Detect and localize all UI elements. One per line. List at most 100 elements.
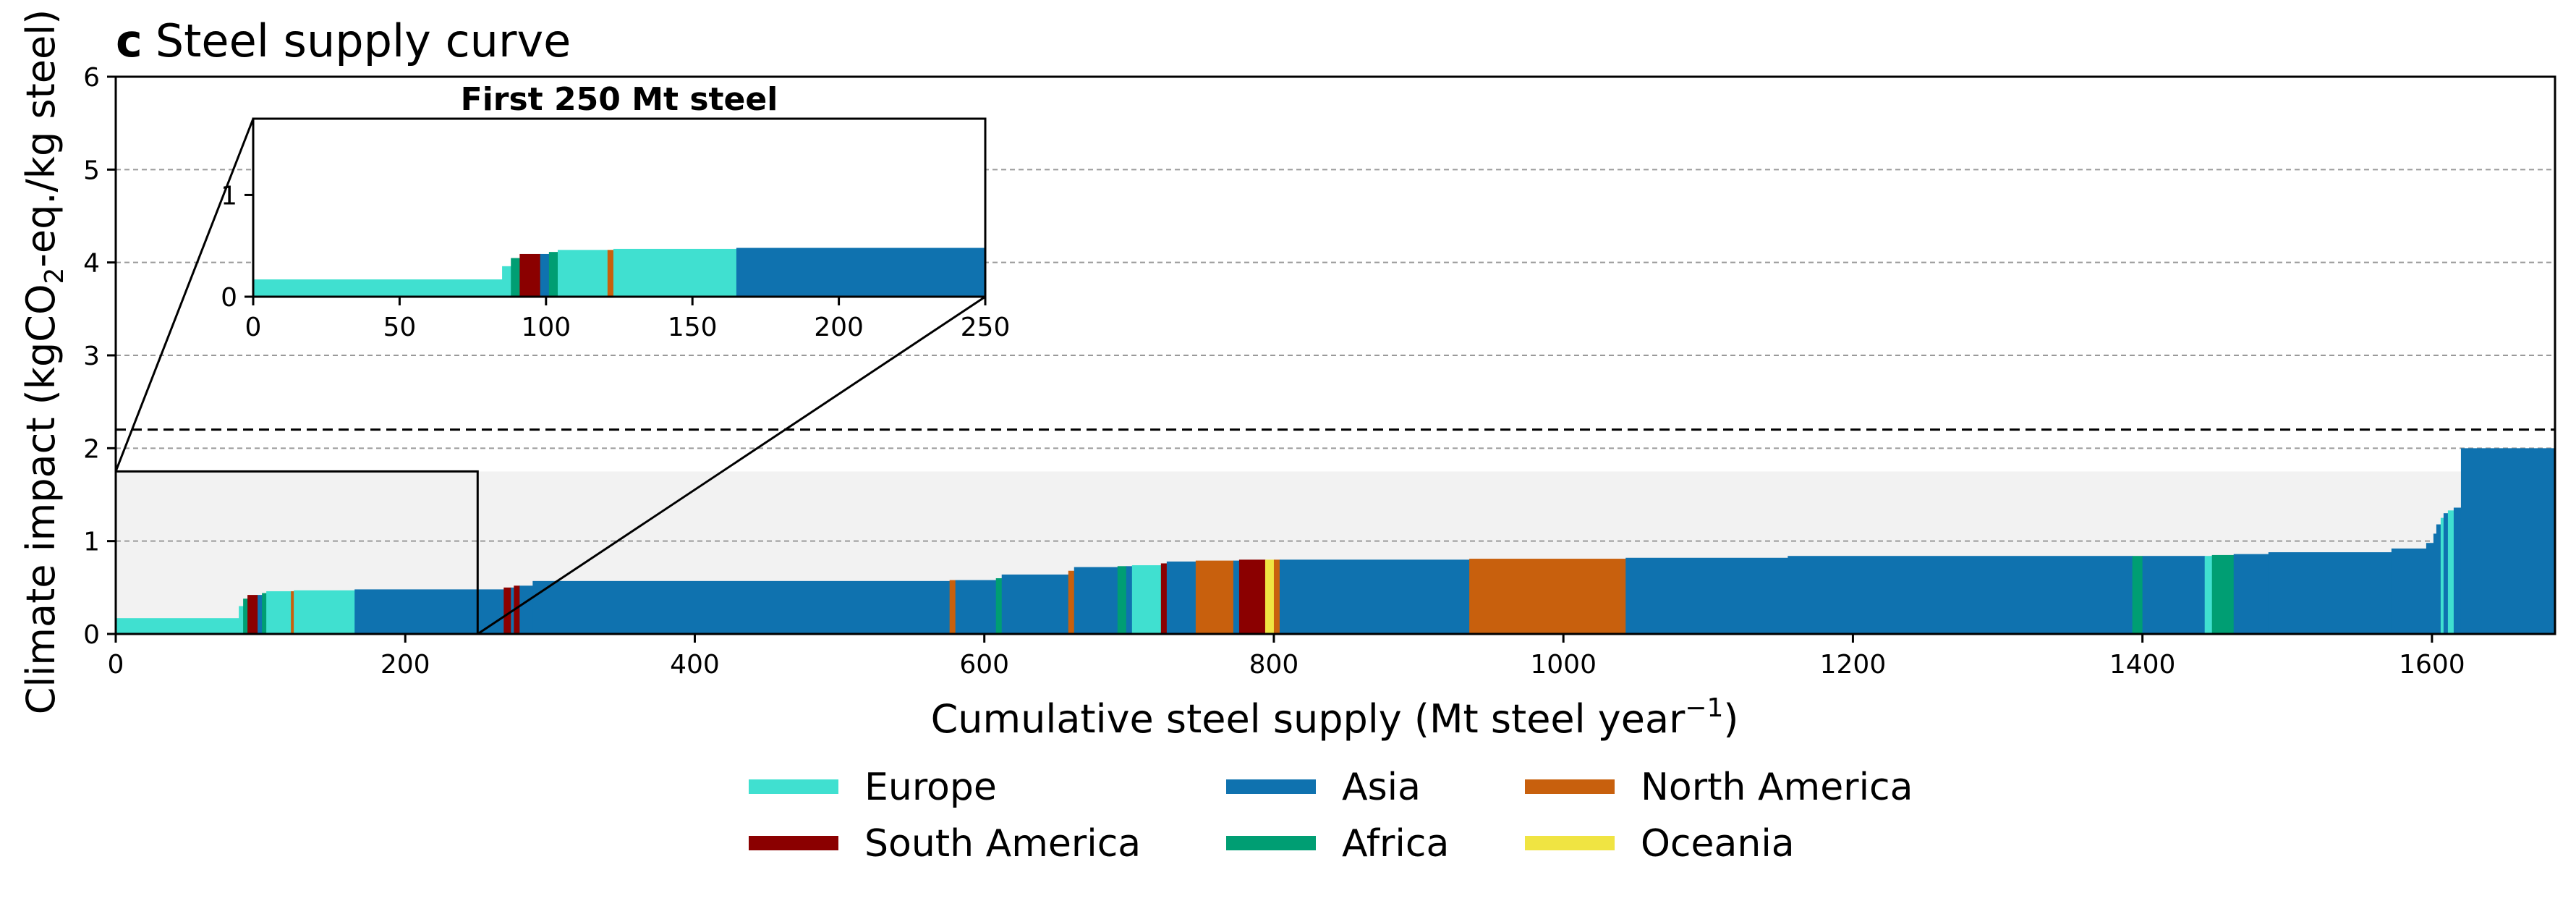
supply-segment xyxy=(2211,554,2235,634)
legend-label: Africa xyxy=(1342,822,1449,866)
legend-item: Africa xyxy=(1226,822,1449,866)
x-tick-label: 800 xyxy=(1249,650,1299,680)
supply-segment xyxy=(503,587,511,634)
supply-segment xyxy=(1195,560,1234,634)
inset-segment xyxy=(540,253,550,297)
supply-segment xyxy=(1131,565,1162,634)
inset-x-tick-label: 150 xyxy=(668,313,718,342)
supply-segment xyxy=(2433,533,2437,634)
supply-segment xyxy=(1469,559,1626,634)
inset-segment xyxy=(519,253,541,297)
legend-item: North America xyxy=(1525,766,1913,809)
gridlines xyxy=(116,169,2555,542)
x-axis-title-sup: −1 xyxy=(1685,693,1723,723)
inset-title: First 250 Mt steel xyxy=(461,81,778,118)
legend-swatch xyxy=(1226,836,1316,850)
legend-swatch xyxy=(749,779,838,794)
legend-swatch xyxy=(1226,779,1316,794)
supply-segment xyxy=(1273,559,1280,634)
y-tick-label: 3 xyxy=(83,342,100,371)
supply-segment xyxy=(266,591,292,634)
supply-segment xyxy=(949,580,956,634)
supply-segment xyxy=(239,606,244,634)
y-tick-label: 5 xyxy=(83,156,100,185)
supply-segment xyxy=(2447,510,2454,634)
legend-item: Asia xyxy=(1226,766,1421,809)
inset-x-ticks: 0 50 100 150 200 250 xyxy=(245,297,1010,342)
supply-segment xyxy=(2426,543,2434,634)
inset-segment xyxy=(511,258,520,297)
supply-segment xyxy=(2391,548,2427,634)
supply-segment xyxy=(258,595,263,634)
inset-x-tick-label: 200 xyxy=(814,313,864,342)
supply-segment xyxy=(1788,556,2133,634)
x-tick-label: 1200 xyxy=(1820,650,1887,680)
supply-segment xyxy=(1279,559,1470,634)
supply-segment xyxy=(2453,507,2462,634)
inset-segments xyxy=(253,248,986,297)
legend-label: South America xyxy=(864,822,1141,866)
y-axis-title-end: -eq./kg steel) xyxy=(18,9,64,268)
legend-label: Oceania xyxy=(1641,822,1795,866)
y-axis-ticks: 0 1 2 3 4 5 6 xyxy=(83,63,116,650)
x-tick-label: 1400 xyxy=(2109,650,2176,680)
supply-segment xyxy=(2132,556,2143,634)
inset-y-tick-label: 1 xyxy=(221,181,237,211)
inset-frame xyxy=(252,117,987,298)
supply-segment xyxy=(262,593,267,634)
x-tick-label: 200 xyxy=(381,650,430,680)
inset-x-tick-label: 100 xyxy=(521,313,571,342)
legend-swatch xyxy=(1525,836,1615,850)
y-tick-label: 1 xyxy=(83,528,100,557)
supply-segment xyxy=(2204,556,2213,634)
inset-x-tick-label: 0 xyxy=(245,313,262,342)
supply-segments xyxy=(116,448,2556,634)
x-tick-label: 1600 xyxy=(2399,650,2465,680)
supply-segment xyxy=(2142,556,2206,634)
supply-segment xyxy=(2443,513,2449,634)
y-tick-label: 0 xyxy=(83,620,100,650)
supply-segment xyxy=(1264,559,1275,634)
inset-plot: 0 50 100 150 200 250 01 First 250 Mt steel xyxy=(221,81,1010,342)
supply-segment xyxy=(2268,552,2392,634)
legend-swatch xyxy=(749,836,838,850)
inset-segment xyxy=(502,266,511,297)
inset-y-ticks: 01 xyxy=(221,181,253,313)
y-tick-label: 2 xyxy=(83,434,100,464)
inset-segment xyxy=(253,279,503,297)
inset-segment xyxy=(607,250,614,297)
supply-segment xyxy=(1233,560,1240,634)
supply-segment xyxy=(995,578,1003,634)
legend-swatch xyxy=(1525,779,1615,794)
supply-segment xyxy=(2436,524,2441,634)
supply-segment xyxy=(1166,561,1196,634)
y-axis-title: Climate impact (kgCO2-eq./kg steel) xyxy=(18,9,69,715)
legend: Europe South America Asia Africa North Ameri… xyxy=(749,766,1913,866)
panel-letter: c xyxy=(116,14,143,67)
inset-x-tick-label: 50 xyxy=(383,313,416,342)
y-tick-label: 4 xyxy=(83,249,100,279)
supply-segment xyxy=(1001,574,1069,634)
x-axis-ticks: 0 200 400 600 800 1000 1200 1400 1600 xyxy=(108,634,2465,680)
panel-title: c Steel supply curve xyxy=(116,14,571,67)
supply-segment xyxy=(532,580,951,634)
supply-segment xyxy=(514,585,520,634)
x-axis-title-end: ) xyxy=(1723,696,1738,742)
supply-segment xyxy=(291,591,294,634)
supply-segment xyxy=(1160,563,1168,634)
supply-segment xyxy=(2440,517,2444,634)
x-axis-title: Cumulative steel supply (Mt steel year−1… xyxy=(931,693,1739,742)
supply-segment xyxy=(1074,567,1118,634)
x-axis-title-main: Cumulative steel supply (Mt steel year xyxy=(931,696,1686,742)
supply-segment xyxy=(955,580,997,634)
y-axis-title-main: Climate impact (kgCO xyxy=(18,284,64,715)
y-tick-label: 6 xyxy=(83,63,100,93)
legend-label: North America xyxy=(1641,766,1913,809)
supply-segment xyxy=(294,590,355,634)
x-tick-label: 1000 xyxy=(1530,650,1597,680)
supply-segment xyxy=(1068,570,1075,634)
supply-segment xyxy=(247,595,258,634)
supply-segment xyxy=(1625,557,1788,634)
inset-segment xyxy=(557,250,608,297)
legend-item: Europe xyxy=(749,766,997,809)
